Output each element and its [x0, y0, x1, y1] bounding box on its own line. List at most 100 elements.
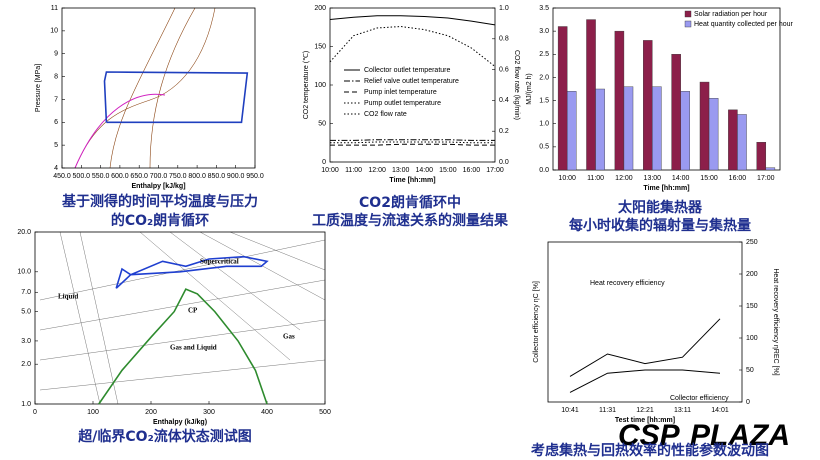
- x-tick-label: 11:00: [345, 167, 362, 174]
- x-tick-label: 900.0: [227, 173, 245, 180]
- y-tick-label: 8: [54, 73, 58, 80]
- x-tick-label: 500.0: [73, 173, 91, 180]
- y-tick-label: 0.8: [499, 36, 509, 43]
- y-tick-label: 3.5: [539, 5, 549, 12]
- annotation: CP: [188, 307, 198, 315]
- series-line: [330, 139, 495, 141]
- y-tick-label: 1.5: [539, 97, 549, 104]
- x-axis-label: Test time [hh:mm]: [615, 417, 675, 424]
- bar: [586, 19, 596, 171]
- y-tick-label: 0.2: [499, 128, 509, 135]
- y-tick-label: 10: [50, 28, 58, 35]
- x-tick-label: 600.0: [111, 173, 129, 180]
- x-tick-label: 650.0: [130, 173, 148, 180]
- x-tick-label: 400: [261, 409, 273, 416]
- decor-ph: [74, 7, 216, 169]
- x-tick-label: 17:00: [757, 175, 775, 182]
- annotation: Gas: [283, 333, 295, 341]
- y-tick-label: 9: [54, 51, 58, 58]
- y-tick-label: 200: [746, 271, 758, 278]
- caption: CO2朗肯循环中: [359, 194, 461, 211]
- y-tick-label: 100: [314, 82, 326, 89]
- bar: [699, 81, 710, 171]
- x-tick-label: 15:00: [700, 175, 718, 182]
- legend-label: Collector outlet temperature: [364, 67, 450, 74]
- y-axis-label: CO2 temperature (℃): [303, 51, 310, 120]
- y-tick-label: 1.0: [21, 401, 31, 408]
- legend-label: Pump outlet temperature: [364, 100, 441, 107]
- y-tick-label: 0.6: [499, 66, 509, 73]
- x-tick-label: 14:01: [711, 407, 729, 414]
- y-tick-label: 5: [54, 142, 58, 149]
- legend-label: Relief valve outlet temperature: [364, 78, 459, 85]
- y-tick-label: 11: [51, 5, 58, 12]
- x-tick-label: 10:00: [321, 167, 339, 174]
- x-axis-label: Time [hh:mm]: [389, 177, 435, 184]
- y-tick-label: 2.0: [21, 361, 31, 368]
- legend-swatch: [684, 10, 692, 18]
- legend-label: CO2 flow rate: [364, 111, 407, 118]
- y-tick-label: 150: [314, 43, 326, 50]
- y-tick-label: 100: [746, 335, 758, 342]
- caption: 工质温度与流速关系的测量结果: [312, 212, 509, 229]
- decor-phase: [39, 231, 326, 405]
- series-line: [115, 255, 269, 289]
- y-tick-label: 0: [746, 399, 750, 406]
- series-line: [329, 15, 496, 26]
- y-tick-label: 7: [54, 96, 58, 103]
- y-tick-label: 20.0: [17, 229, 31, 236]
- bar: [566, 91, 577, 171]
- legend-label: Solar radiation per hour: [694, 11, 768, 18]
- x-tick-label: 13:00: [392, 167, 410, 174]
- y-tick-label: 5.0: [21, 308, 31, 315]
- y-tick-label: 2.5: [539, 51, 549, 58]
- y-tick-label: 0.4: [499, 97, 509, 104]
- y-tick-label: 7.0: [21, 289, 31, 296]
- plot-frame: [547, 241, 743, 403]
- bar: [765, 167, 776, 171]
- y-tick-label: 3.0: [539, 28, 549, 35]
- annotation: Supercritical: [200, 258, 239, 266]
- x-tick-label: 0: [33, 409, 37, 416]
- caption: 超/临界CO₂流体状态测试图: [77, 428, 251, 445]
- bar: [728, 109, 738, 171]
- x-tick-label: 800.0: [188, 173, 206, 180]
- y-tick-label: 0.0: [539, 167, 549, 174]
- y-tick-label: 50: [318, 120, 326, 127]
- y-tick-label: 6: [54, 119, 58, 126]
- y-axis-label: Pressure [MPa]: [35, 64, 42, 112]
- y-tick-label: 10.0: [17, 269, 31, 276]
- plot-frame: [61, 7, 256, 169]
- y-tick-label: 150: [746, 303, 758, 310]
- y2-axis-label: Heat recovery efficiency ηREC [%]: [772, 268, 779, 375]
- x-tick-label: 14:00: [416, 167, 434, 174]
- y-tick-label: 3.0: [21, 338, 31, 345]
- x-tick-label: 11:31: [599, 407, 616, 414]
- watermark-right: PLAZA: [690, 419, 790, 452]
- series-line: [103, 71, 249, 124]
- y-tick-label: 200: [314, 5, 326, 12]
- y2-axis-label: CO2 flow rate (kg/min): [513, 50, 520, 120]
- caption: 基于测得的时间平均温度与压力: [62, 193, 258, 210]
- x-tick-label: 500: [319, 409, 331, 416]
- y-axis-label: MJ/(m2 h): [526, 73, 533, 105]
- bar: [708, 98, 719, 171]
- legend-label: Heat quantity collected per hour: [694, 21, 794, 28]
- y-tick-label: 4: [54, 165, 58, 172]
- series-line: [329, 25, 496, 67]
- x-tick-label: 750.0: [169, 173, 187, 180]
- series-line: [569, 318, 721, 377]
- bar: [557, 26, 568, 171]
- annotation: Heat recovery efficiency: [590, 280, 665, 287]
- watermark-left: CSP: [618, 419, 681, 452]
- bar: [737, 114, 747, 171]
- y-tick-label: 2.0: [539, 74, 549, 81]
- annotation: Collector efficiency: [670, 395, 729, 402]
- bar: [643, 40, 653, 171]
- x-tick-label: 12:00: [615, 175, 633, 182]
- plot-frame: [34, 231, 326, 405]
- x-tick-label: 12:21: [636, 407, 654, 414]
- x-tick-label: 100: [87, 409, 99, 416]
- x-tick-label: 450.0: [53, 173, 71, 180]
